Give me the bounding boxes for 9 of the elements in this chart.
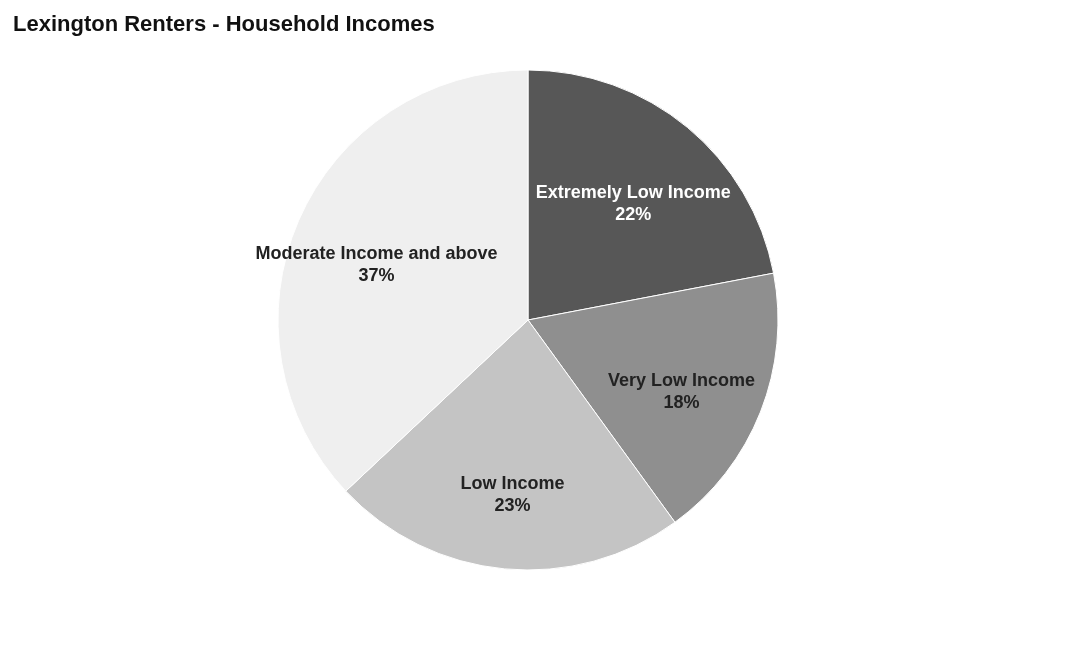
slice-label: Extremely Low Income — [535, 181, 731, 202]
data-label: 18% — [663, 391, 700, 412]
slice-label: Moderate Income and above — [255, 243, 498, 264]
data-label: 23% — [494, 495, 531, 516]
data-label: 37% — [358, 265, 395, 286]
data-label: 22% — [615, 203, 652, 224]
chart-title: Lexington Renters - Household Incomes — [13, 11, 435, 36]
slice-label: Very Low Income — [607, 369, 755, 390]
slice-label: Low Income — [460, 473, 565, 494]
